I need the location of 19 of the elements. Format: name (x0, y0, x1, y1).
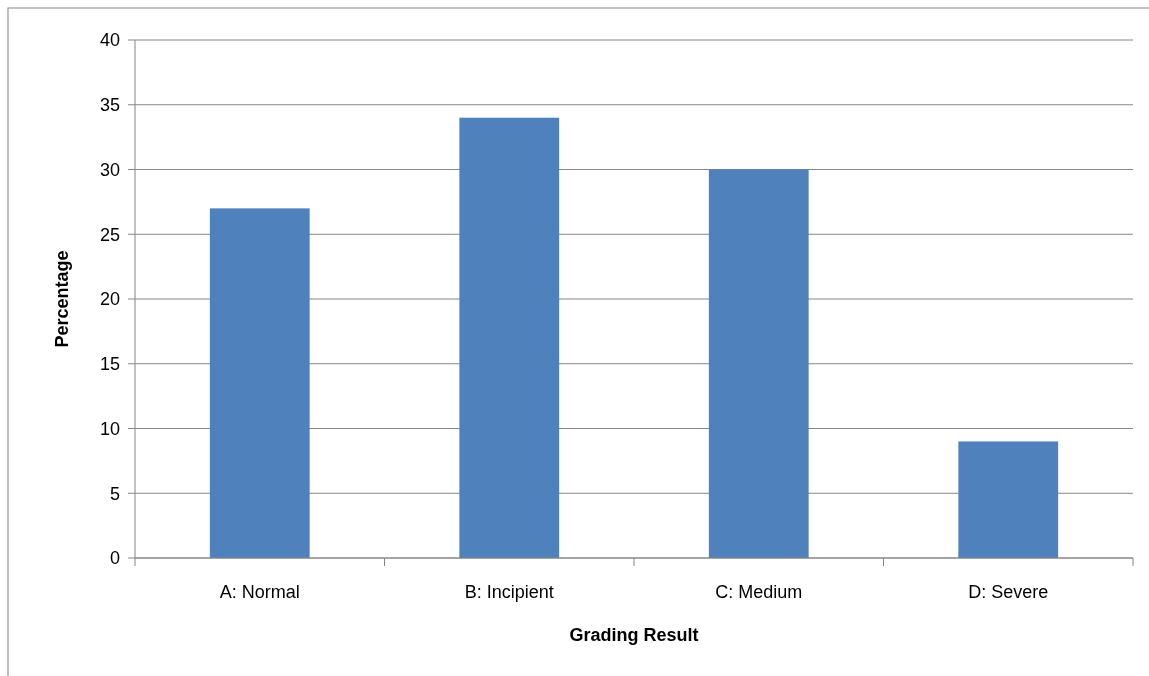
y-tick-label: 40 (99, 30, 120, 51)
x-tick-label: A: Normal (219, 582, 300, 602)
x-axis-title: Grading Result (569, 625, 699, 645)
y-tick-label: 25 (99, 224, 120, 245)
y-tick-label: 15 (99, 354, 120, 375)
y-tick-label: 10 (99, 418, 120, 439)
bar (459, 117, 560, 558)
y-tick-label: 30 (99, 159, 120, 180)
y-tick-label: 20 (99, 289, 120, 310)
y-tick-label: 5 (109, 483, 120, 504)
x-tick-label: B: Incipient (464, 582, 554, 602)
x-tick-label: C: Medium (715, 582, 803, 602)
x-tick-label: D: Severe (968, 582, 1049, 602)
y-tick-label: 35 (99, 95, 120, 116)
y-axis-title: Percentage (52, 250, 72, 348)
bar (958, 441, 1059, 558)
bar (209, 208, 310, 558)
bar (708, 169, 809, 558)
y-tick-label: 0 (109, 548, 120, 569)
